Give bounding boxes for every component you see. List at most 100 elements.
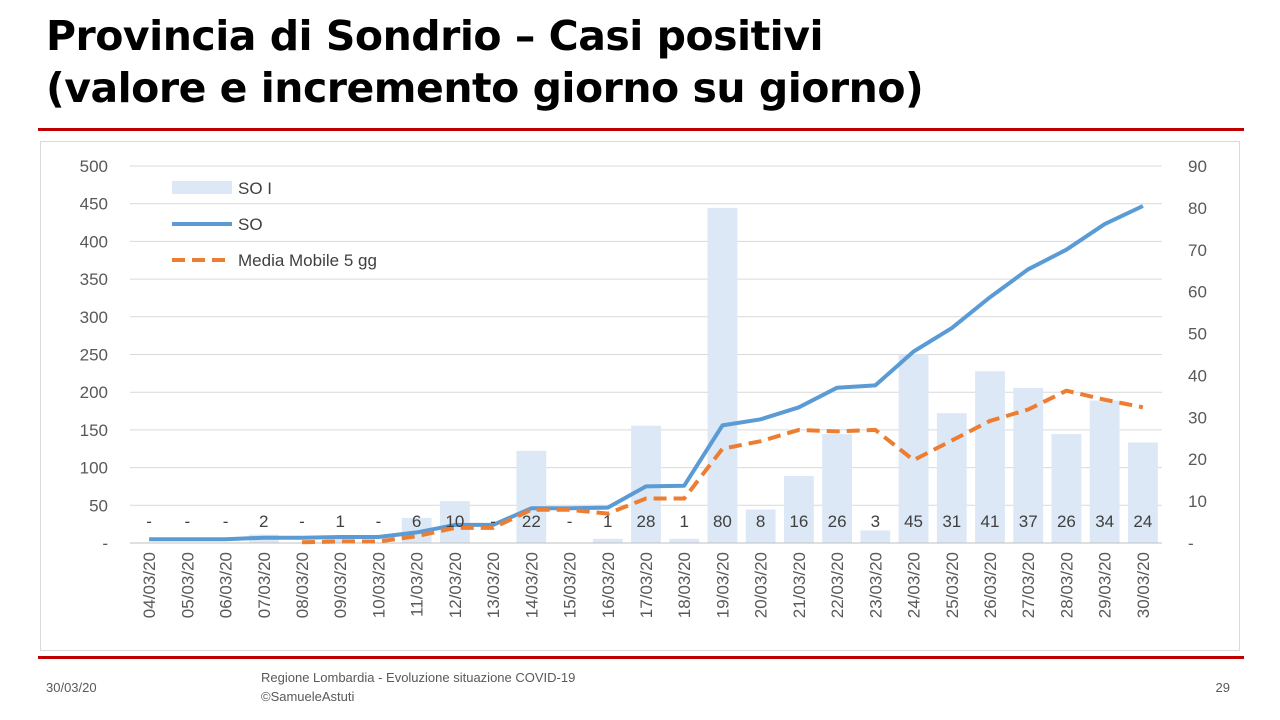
data-label: - (299, 512, 305, 531)
footer-date: 30/03/20 (46, 680, 97, 695)
bar (325, 538, 356, 543)
x-axis-tick: 23/03/20 (866, 552, 885, 618)
bar (1089, 400, 1120, 543)
x-axis-tick: 26/03/20 (981, 552, 1000, 618)
data-label: 41 (981, 512, 1000, 531)
left-axis-tick: 150 (80, 421, 108, 440)
title-line-2: (valore e incremento giorno su giorno) (46, 64, 924, 112)
bar (898, 354, 929, 543)
moving-average-line (301, 388, 1144, 545)
legend-label: SO I (238, 179, 272, 198)
x-axis-tick: 22/03/20 (828, 552, 847, 618)
data-label: - (376, 512, 382, 531)
data-label: - (223, 512, 229, 531)
left-axis-tick: 200 (80, 383, 108, 402)
x-axis-tick: 06/03/20 (217, 552, 236, 618)
left-axis-tick: 500 (80, 157, 108, 176)
chart-frame (40, 141, 1240, 651)
right-axis-tick: 40 (1188, 366, 1207, 385)
data-label: 6 (412, 512, 421, 531)
page-number: 29 (1215, 680, 1230, 695)
data-label: - (184, 512, 190, 531)
x-axis-tick: 20/03/20 (752, 552, 771, 618)
x-axis-tick: 05/03/20 (178, 552, 197, 618)
x-axis-tick: 12/03/20 (446, 552, 465, 618)
x-axis-tick: 09/03/20 (331, 552, 350, 618)
bar (592, 538, 623, 543)
left-axis-tick: 250 (80, 346, 108, 365)
left-axis-tick: 450 (80, 195, 108, 214)
left-axis-tick: 350 (80, 270, 108, 289)
x-axis-tick: 08/03/20 (293, 552, 312, 618)
data-label: 24 (1133, 512, 1152, 531)
x-axis-tick: 30/03/20 (1134, 552, 1153, 618)
right-axis-tick: 20 (1188, 450, 1207, 469)
footer-copyright: ©SamueleAstuti (261, 689, 355, 704)
x-axis-tick: 16/03/20 (599, 552, 618, 618)
x-axis-tick: 11/03/20 (408, 552, 427, 617)
left-axis-tick: 100 (80, 459, 108, 478)
left-axis-tick: - (102, 534, 108, 553)
data-label: 3 (871, 512, 880, 531)
data-label: 26 (828, 512, 847, 531)
x-axis-tick: 24/03/20 (905, 552, 924, 618)
cumulative-line (149, 204, 1144, 542)
footer-divider (38, 656, 1244, 659)
data-label: 1 (603, 512, 612, 531)
data-label: 16 (789, 512, 808, 531)
x-axis-tick: 25/03/20 (943, 552, 962, 618)
data-label: 37 (1019, 512, 1038, 531)
footer-source: Regione Lombardia - Evoluzione situazion… (261, 668, 575, 706)
right-axis-tick: 50 (1188, 325, 1207, 344)
data-label: 1 (679, 512, 688, 531)
legend-swatch-bar (172, 181, 232, 194)
x-axis-tick: 14/03/20 (522, 552, 541, 618)
data-label: 1 (335, 512, 344, 531)
right-axis-tick: 70 (1188, 241, 1207, 260)
x-axis-tick: 07/03/20 (255, 552, 274, 618)
bar (1051, 434, 1082, 543)
data-label: 2 (259, 512, 268, 531)
bar (669, 538, 700, 543)
bar (975, 371, 1005, 543)
left-axis-tick: 400 (80, 232, 108, 251)
bar (860, 530, 891, 543)
data-label: 45 (904, 512, 923, 531)
bar (783, 475, 814, 543)
x-axis-tick: 13/03/20 (484, 552, 503, 618)
data-label: - (146, 512, 152, 531)
data-label: 8 (756, 512, 765, 531)
data-label: 26 (1057, 512, 1076, 531)
legend-label: Media Mobile 5 gg (238, 251, 377, 270)
bar (439, 501, 470, 543)
data-label: - (490, 512, 496, 531)
bar (516, 450, 547, 543)
x-axis-tick: 04/03/20 (140, 552, 159, 618)
data-label: 28 (637, 512, 656, 531)
x-axis-tick: 10/03/20 (369, 552, 388, 618)
x-axis-tick: 15/03/20 (561, 552, 580, 618)
data-label: 31 (942, 512, 961, 531)
bar (1127, 442, 1158, 543)
bar (707, 207, 738, 543)
legend-label: SO (238, 215, 263, 234)
bar (822, 434, 853, 543)
data-label: 34 (1095, 512, 1114, 531)
x-axis-tick: 17/03/20 (637, 552, 656, 618)
right-axis-tick: 10 (1188, 492, 1207, 511)
left-axis-tick: 300 (80, 308, 108, 327)
footer-source-line-1: Regione Lombardia - Evoluzione situazion… (261, 670, 576, 685)
x-axis-tick: 19/03/20 (713, 552, 732, 618)
bar (745, 509, 776, 543)
left-axis-tick: 50 (89, 496, 108, 515)
right-axis-tick: 60 (1188, 283, 1207, 302)
title-line-1: Provincia di Sondrio – Casi positivi (46, 12, 824, 60)
data-label: - (567, 512, 573, 531)
right-axis-tick: 80 (1188, 199, 1207, 218)
right-axis-tick: - (1188, 534, 1194, 553)
x-axis-tick: 28/03/20 (1057, 552, 1076, 618)
x-axis-tick: 29/03/20 (1096, 552, 1115, 618)
data-label: 80 (713, 512, 732, 531)
right-axis-tick: 30 (1188, 408, 1207, 427)
